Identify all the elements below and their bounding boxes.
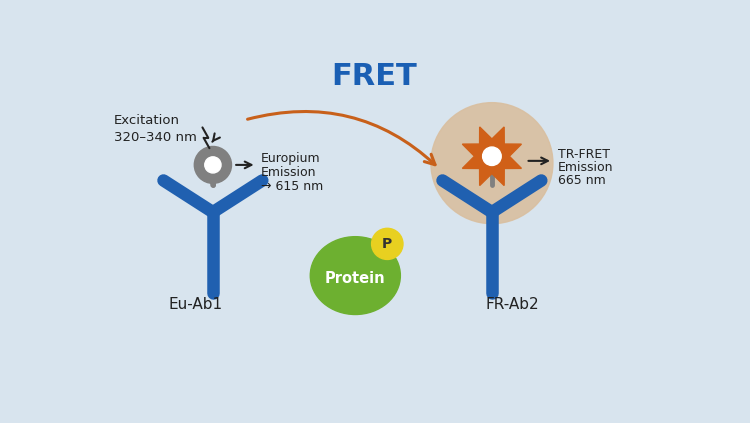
Text: Europium: Europium [261, 152, 321, 165]
Text: Excitation: Excitation [114, 114, 180, 127]
Text: FR-Ab2: FR-Ab2 [485, 297, 539, 313]
Text: TR-FRET: TR-FRET [557, 148, 610, 161]
Circle shape [205, 157, 221, 173]
Text: Eu-Ab1: Eu-Ab1 [169, 297, 223, 313]
Circle shape [430, 103, 553, 224]
Text: → 615 nm: → 615 nm [261, 180, 323, 193]
Text: Protein: Protein [325, 271, 386, 286]
Text: P: P [382, 237, 392, 251]
FancyArrowPatch shape [248, 112, 435, 165]
Text: FRET: FRET [331, 62, 417, 91]
Ellipse shape [310, 237, 401, 314]
Circle shape [482, 147, 501, 165]
Text: Emission: Emission [557, 161, 613, 174]
Circle shape [194, 146, 232, 183]
Text: 665 nm: 665 nm [557, 173, 605, 187]
Polygon shape [462, 127, 521, 186]
Circle shape [371, 228, 403, 259]
Text: 320–340 nm: 320–340 nm [114, 132, 197, 145]
Text: Emission: Emission [261, 166, 316, 179]
